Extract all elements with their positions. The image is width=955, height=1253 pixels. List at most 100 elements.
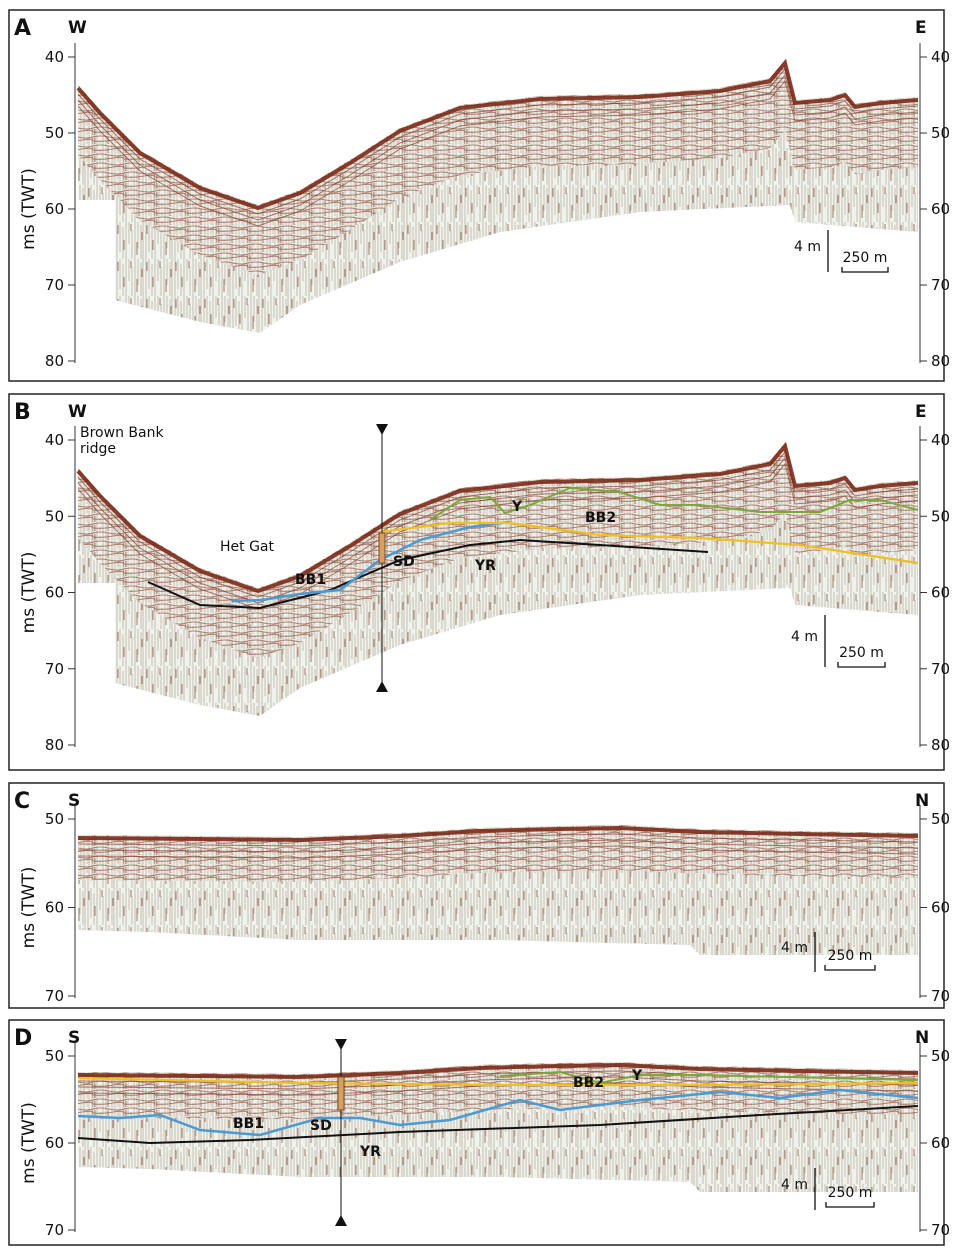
scale-label: 4 m (794, 239, 821, 255)
reflector (76, 441, 919, 594)
reflector (77, 462, 919, 610)
y-tick-label: 70 (45, 276, 64, 294)
y-tick-label: 50 (931, 1047, 950, 1065)
y-tick-label: 50 (45, 124, 64, 142)
panel-label: B (14, 400, 31, 425)
annotation: YR (359, 1144, 381, 1160)
horizon-y (379, 521, 919, 565)
reflector (77, 1076, 919, 1090)
y-tick-label: 80 (931, 352, 950, 370)
core (337, 1076, 345, 1111)
y-tick-label: 50 (931, 507, 950, 525)
annotation: BB1 (233, 1116, 264, 1132)
scale-bar-horizontal (825, 1202, 875, 1208)
y-tick-label: 60 (931, 200, 950, 218)
core (378, 532, 386, 564)
panel-label: C (14, 789, 30, 814)
y-tick-label: 70 (931, 1221, 950, 1239)
annotation: BB1 (295, 572, 326, 588)
scale-label: 4 m (781, 940, 808, 956)
y-tick-label: 80 (931, 736, 950, 754)
annotation: Y (631, 1068, 643, 1084)
horizon-bb2 (429, 486, 919, 521)
reflector (77, 825, 919, 843)
y-tick-label: 70 (931, 987, 950, 1005)
horizon-bb1 (231, 520, 511, 603)
y-tick-label: 50 (931, 810, 950, 828)
direction-label: W (68, 402, 87, 422)
horizon-bb1 (77, 1088, 919, 1137)
y-tick-label: 40 (931, 48, 950, 66)
y-tick-label: 60 (45, 200, 64, 218)
y-axis-label: ms (TWT) (19, 168, 39, 250)
y-tick-label: 60 (931, 1134, 950, 1152)
y-tick-label: 60 (45, 899, 64, 917)
y-tick-label: 60 (931, 584, 950, 602)
scale-bar-horizontal (837, 662, 886, 668)
scale-label: 250 m (828, 1185, 873, 1201)
annotation: YR (474, 558, 496, 574)
y-tick-label: 50 (45, 810, 64, 828)
y-tick-label: 50 (45, 1047, 64, 1065)
annotation: SD (310, 1118, 332, 1134)
direction-label: N (915, 1028, 929, 1048)
reflector (77, 450, 919, 598)
y-tick-label: 40 (45, 431, 64, 449)
y-tick-label: 40 (931, 431, 950, 449)
y-tick-label: 70 (931, 660, 950, 678)
y-tick-label: 60 (45, 1134, 64, 1152)
panel-frame (8, 393, 945, 771)
core-marker (335, 1215, 347, 1226)
horizon-yr (147, 538, 709, 610)
scale-label: 4 m (781, 1177, 808, 1193)
scale-label: 250 m (843, 250, 888, 266)
scale-bar-horizontal (841, 267, 889, 273)
reflector (77, 839, 919, 853)
annotation: Het Gat (220, 539, 275, 555)
reflector (77, 456, 919, 604)
y-tick-label: 60 (45, 584, 64, 602)
panel-frame (8, 9, 945, 382)
core-marker (376, 681, 388, 692)
horizon-yr (77, 1105, 919, 1145)
horizon-y (77, 1076, 919, 1087)
reflector (77, 79, 919, 227)
reflector (77, 845, 919, 859)
direction-label: E (915, 18, 927, 38)
annotation: BB2 (573, 1075, 604, 1091)
scale-label: 4 m (791, 629, 818, 645)
direction-label: S (68, 791, 80, 811)
horizon-bb2 (499, 1070, 919, 1085)
y-tick-label: 50 (931, 124, 950, 142)
y-tick-label: 70 (45, 1221, 64, 1239)
panel-label: A (14, 16, 31, 41)
seismic-layers (78, 60, 918, 275)
y-axis-label: ms (TWT) (19, 552, 39, 634)
scale-label: 250 m (839, 645, 884, 661)
reflector (77, 73, 919, 221)
y-axis-label: ms (TWT) (19, 867, 39, 949)
annotation: BB2 (585, 510, 616, 526)
direction-label: E (915, 402, 927, 422)
seismic-layers (78, 443, 918, 658)
direction-label: W (68, 18, 87, 38)
reflector (77, 1062, 919, 1080)
y-tick-label: 50 (45, 507, 64, 525)
y-tick-label: 70 (45, 987, 64, 1005)
panel-frame (8, 782, 945, 1009)
y-tick-label: 60 (931, 899, 950, 917)
y-tick-label: 40 (45, 48, 64, 66)
direction-label: N (915, 791, 929, 811)
direction-label: S (68, 1028, 80, 1048)
reflector (77, 67, 919, 215)
annotation: Brown Bank ridge (80, 425, 164, 457)
y-tick-label: 70 (45, 660, 64, 678)
core-marker (376, 424, 388, 435)
panel-label: D (14, 1026, 32, 1051)
y-tick-label: 80 (45, 352, 64, 370)
scale-bar-horizontal (824, 965, 876, 971)
core-marker (335, 1039, 347, 1050)
scale-label: 250 m (828, 948, 873, 964)
annotation: SD (393, 554, 415, 570)
